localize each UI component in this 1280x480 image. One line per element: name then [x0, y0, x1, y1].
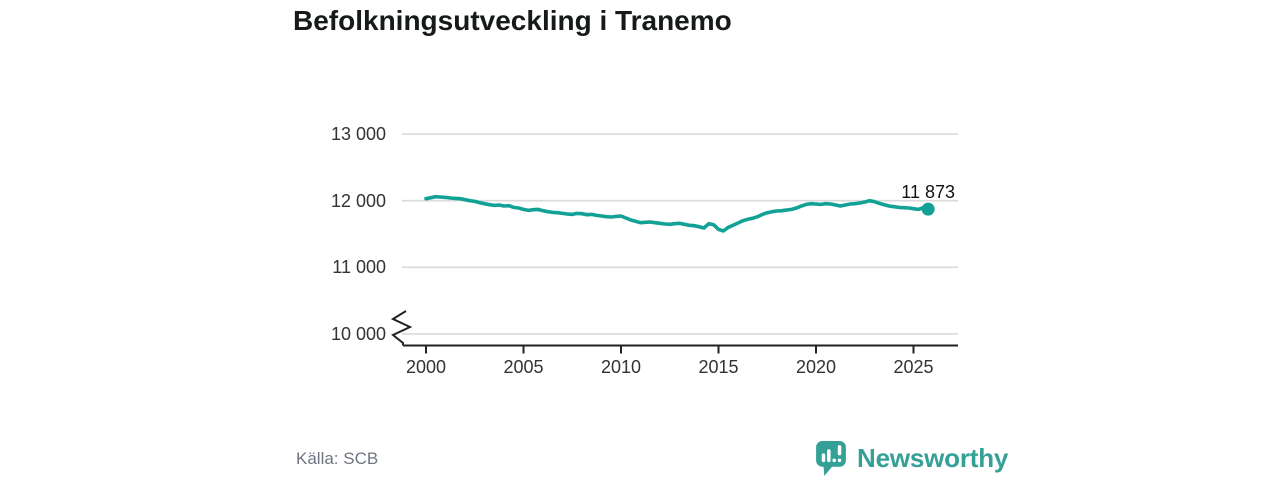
axis-break-icon: [390, 310, 413, 346]
source-caption: Källa: SCB: [296, 449, 379, 468]
y-axis-tick-label: 11 000: [332, 257, 386, 278]
x-axis-tick-label: 2000: [405, 357, 447, 377]
y-axis-tick-label: 12 000: [330, 190, 386, 211]
newsworthy-logo: Newsworthy: [814, 440, 1008, 477]
x-axis-tick-label: 2005: [503, 357, 544, 377]
newsworthy-wordmark: Newsworthy: [857, 443, 1009, 473]
x-axis-tick-label: 2025: [893, 357, 934, 377]
chart-title: Befolkningsutveckling i Tranemo: [293, 5, 732, 36]
x-axis-tick-label: 2015: [698, 357, 739, 377]
last-value-data-label: 11 873: [901, 182, 955, 203]
y-axis-tick-label: 13 000: [330, 124, 386, 145]
x-axis-tick-label: 2010: [600, 357, 642, 377]
x-axis-tick-label: 2020: [795, 357, 837, 377]
population-series-line: [424, 194, 930, 233]
y-axis-tick-label: 10 000: [330, 323, 386, 344]
speech-bubble-bar-chart-icon: [816, 441, 846, 476]
series-endpoint-marker: [921, 202, 935, 216]
